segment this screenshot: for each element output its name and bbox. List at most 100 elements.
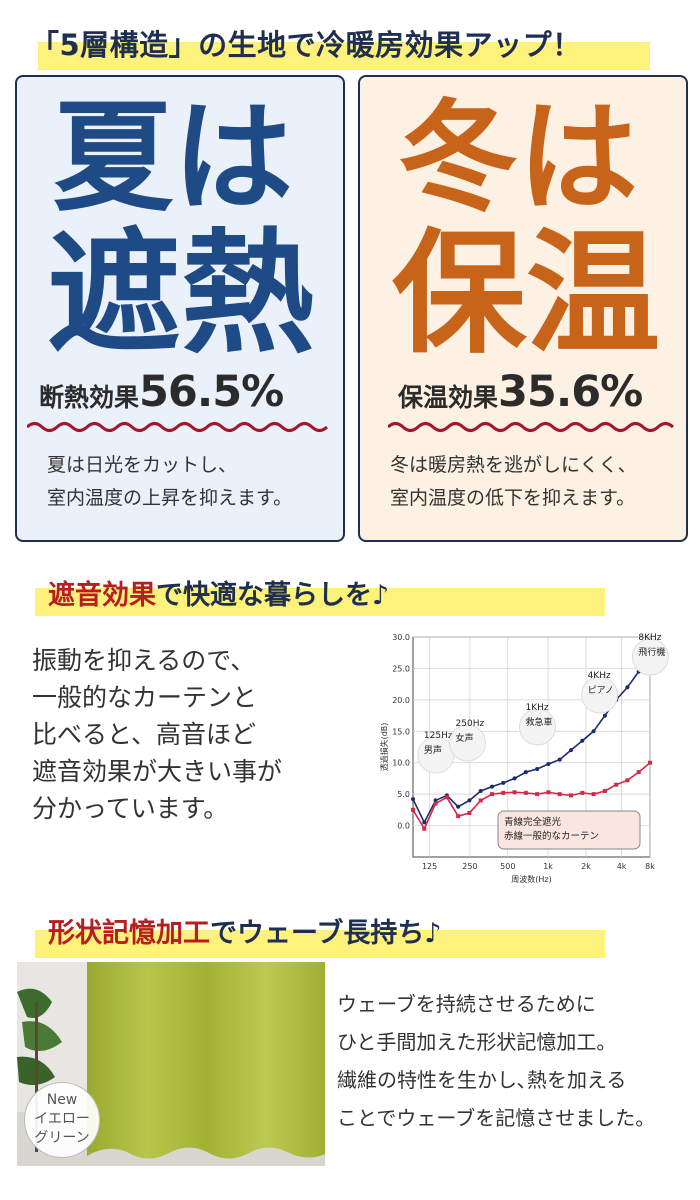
memory-heading-accent: 形状記憶加工 <box>48 918 210 949</box>
data-point <box>591 792 596 797</box>
annotation-frequency: 4KHz <box>588 671 611 681</box>
badge-line: イエロー <box>34 1111 90 1127</box>
data-point <box>591 729 596 734</box>
data-point <box>467 811 472 815</box>
data-point <box>602 789 607 793</box>
sound-insulation-chart: 30.0 25.0 20.0 15.0 10.0 5.0 0.0 125 250 500 1k 2k 4… <box>379 633 669 884</box>
annotation-bubble <box>581 676 619 714</box>
summer-desc-line1: 夏は日光をカットし、 <box>47 454 238 476</box>
summer-effect-label: 断熱効果 <box>39 383 140 412</box>
annotation-frequency: 250Hz <box>456 719 485 729</box>
y-axis-label: 透過損失(dB) <box>379 723 389 772</box>
data-point <box>580 738 585 743</box>
x-tick-label: 250 <box>462 862 477 871</box>
data-point <box>456 814 461 819</box>
annotation-source: 飛行機 <box>638 646 665 658</box>
winter-wave-underline <box>388 422 675 432</box>
data-point <box>444 795 449 800</box>
y-tick-label: 20.0 <box>392 696 410 705</box>
data-point <box>535 767 540 771</box>
sound-heading: 遮音効果で快適な暮らしを♪ <box>48 573 389 612</box>
memory-heading-highlight <box>35 930 605 958</box>
memory-line: ウェーブを持続させるために <box>337 992 596 1016</box>
x-tick-label: 1k <box>543 862 553 871</box>
data-point <box>478 789 483 793</box>
x-tick-label: 8k <box>645 862 655 871</box>
data-point <box>580 790 585 795</box>
data-point <box>501 780 506 785</box>
data-point <box>467 798 472 803</box>
winter-desc-line2: 室内温度の低下を抑えます。 <box>390 487 636 509</box>
new-color-badge: New イエロー グリーン <box>24 1082 100 1158</box>
legend-box <box>497 810 641 850</box>
annotation-bubble <box>519 708 556 746</box>
annotation-bubble <box>449 724 487 762</box>
winter-description: 冬は暖房熱を逃がしにくく、 室内温度の低下を抑えます。 <box>390 449 637 515</box>
data-point <box>490 784 494 789</box>
annotation-source: ピアノ <box>588 685 614 696</box>
x-axis-label: 周波数(Hz) <box>511 874 551 884</box>
sound-heading-rest: で快適な暮らしを♪ <box>156 580 390 611</box>
data-point <box>569 793 573 798</box>
winter-big-line2: 保温 <box>392 216 661 372</box>
data-point <box>478 798 483 803</box>
series-line-red <box>412 762 651 831</box>
summer-wave-underline <box>27 422 329 432</box>
winter-effect-label: 保温効果 <box>398 383 499 412</box>
x-tick-label: 2k <box>581 862 591 871</box>
memory-line: ことでウェーブを記憶させました。 <box>337 1106 656 1130</box>
summer-effect: 断熱効果56.5% <box>39 367 284 417</box>
data-point <box>512 776 517 781</box>
summer-description: 夏は日光をカットし、 室内温度の上昇を抑えます。 <box>47 449 292 515</box>
data-point <box>557 757 562 762</box>
badge-line: New <box>46 1092 78 1108</box>
data-point <box>648 760 652 765</box>
winter-big-line1: 冬は <box>398 89 638 228</box>
sound-description: 振動を抑えるので、 一般的なカーテンと 比べると、高音ほど 遮音効果が大きい事が… <box>32 642 282 827</box>
sound-line: 一般的なカーテンと <box>32 683 258 712</box>
data-point <box>602 713 607 718</box>
memory-line: ひと手間加えた形状記憶加工。 <box>337 1030 617 1054</box>
winter-effect-value: 35.6% <box>498 367 643 417</box>
page-title: 「5層構造」の生地で冷暖房効果アップ！ <box>30 28 582 62</box>
data-point <box>490 792 494 797</box>
annotation-source: 女声 <box>456 732 474 744</box>
sound-line: 遮音効果が大きい事が <box>32 757 283 786</box>
memory-heading: 形状記憶加工でウェーブ長持ち♪ <box>48 911 442 950</box>
annotation-source: 男声 <box>424 744 442 756</box>
summer-panel: 夏は 遮熱 断熱効果56.5% 夏は日光をカットし、 室内温度の上昇を抑えます。 <box>15 75 345 542</box>
data-point <box>433 801 438 806</box>
sound-heading-accent: 遮音効果 <box>48 580 156 611</box>
data-point <box>422 820 427 825</box>
annotation-frequency: 125Hz <box>424 731 453 741</box>
winter-effect: 保温効果35.6% <box>398 367 643 417</box>
data-point <box>433 798 438 803</box>
annotation-bubble <box>631 638 669 676</box>
sound-line: 振動を抑えるので、 <box>32 646 256 675</box>
data-point <box>523 790 528 795</box>
legend-entry: 赤線一般的なカーテン <box>504 830 599 842</box>
annotation-frequency: 1KHz <box>526 703 549 713</box>
winter-panel: 冬は 保温 保温効果35.6% 冬は暖房熱を逃がしにくく、 室内温度の低下を抑え… <box>358 75 688 542</box>
data-point <box>411 797 415 802</box>
y-tick-label: 5.0 <box>397 790 410 799</box>
sound-heading-highlight <box>35 588 605 616</box>
data-point <box>546 790 551 795</box>
summer-big-line1: 夏は <box>53 89 293 228</box>
memory-heading-rest: でウェーブ長持ち♪ <box>210 918 442 949</box>
data-point <box>614 782 619 787</box>
data-point <box>456 804 461 809</box>
x-tick-label: 125 <box>422 862 437 871</box>
summer-effect-value: 56.5% <box>139 367 284 417</box>
data-point <box>557 792 562 797</box>
data-point <box>422 826 427 831</box>
y-tick-label: 30.0 <box>392 633 410 642</box>
sound-line: 分かっています。 <box>32 794 229 823</box>
data-point <box>501 790 506 795</box>
memory-description: ウェーブを持続させるために ひと手間加えた形状記憶加工。 繊維の特性を生かし､熱… <box>337 985 655 1137</box>
badge-line: グリーン <box>34 1130 90 1146</box>
y-tick-label: 10.0 <box>392 759 410 768</box>
y-tick-label: 15.0 <box>392 727 410 736</box>
summer-big-line2: 遮熱 <box>47 216 316 372</box>
summer-desc-line2: 室内温度の上昇を抑えます。 <box>47 487 293 509</box>
